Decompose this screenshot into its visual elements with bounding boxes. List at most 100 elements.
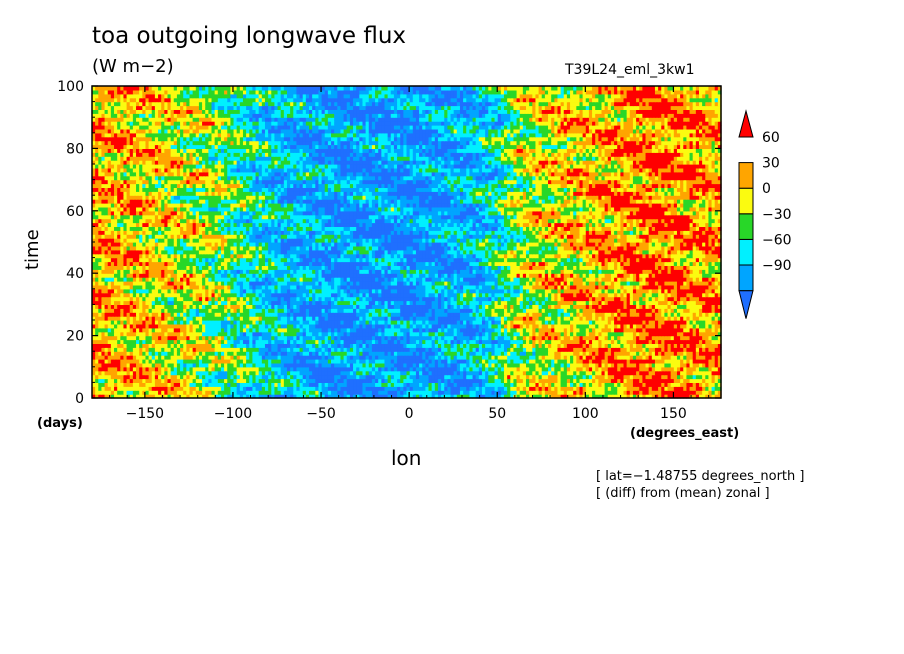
heatmap-cell (368, 382, 373, 387)
heatmap-cell (324, 378, 329, 383)
heatmap-cell (202, 394, 206, 399)
heatmap-cell (551, 374, 555, 380)
heatmap-cell (400, 374, 404, 380)
heatmap-cell (592, 362, 596, 368)
heatmap-cell (469, 370, 474, 376)
heatmap-cell (132, 378, 137, 383)
heatmap-cell (393, 370, 398, 376)
heatmap-cell (158, 362, 162, 368)
heatmap-cell (422, 382, 426, 387)
heatmap-cell (450, 390, 455, 395)
heatmap-cell (441, 378, 445, 383)
heatmap-cell (592, 366, 596, 372)
heatmap-cell (645, 382, 650, 387)
heatmap-cell (136, 390, 140, 395)
heatmap-cell (258, 394, 263, 399)
heatmap-cell (299, 370, 304, 376)
heatmap-cell (151, 374, 156, 380)
heatmap-cell (142, 386, 147, 391)
heatmap-cell (359, 374, 364, 380)
heatmap-cell (148, 390, 153, 395)
heatmap-cell (551, 362, 555, 368)
heatmap-cell (526, 362, 530, 368)
heatmap-cell (211, 394, 216, 399)
heatmap-cell (481, 390, 486, 395)
heatmap-cell (123, 378, 128, 383)
heatmap-cell (375, 386, 379, 391)
heatmap-cell (551, 382, 555, 387)
heatmap-cell (321, 366, 326, 372)
heatmap-cell (494, 386, 499, 391)
heatmap-cell (503, 382, 508, 387)
heatmap-cell (142, 366, 147, 372)
heatmap-cell (258, 390, 263, 395)
heatmap-cell (202, 370, 206, 376)
heatmap-cell (321, 362, 326, 368)
heatmap-cell (456, 382, 461, 387)
heatmap-cell (431, 378, 436, 383)
heatmap-cell (554, 366, 559, 372)
heatmap-cell (711, 366, 716, 372)
heatmap-cell (375, 378, 379, 383)
heatmap-cell (494, 394, 499, 399)
heatmap-cell (604, 378, 609, 383)
heatmap-cell (208, 386, 213, 391)
heatmap-cell (683, 374, 688, 380)
heatmap-cell (227, 374, 231, 380)
heatmap-cell (437, 374, 442, 380)
heatmap-cell (136, 374, 140, 380)
heatmap-cell (309, 370, 313, 376)
heatmap-cell (459, 366, 464, 372)
heatmap-cell (173, 366, 178, 372)
heatmap-cell (588, 382, 593, 387)
heatmap-cell (189, 370, 194, 376)
heatmap-cell (519, 390, 524, 395)
heatmap-cell (378, 362, 382, 368)
heatmap-cell (475, 382, 480, 387)
heatmap-cell (271, 366, 275, 372)
heatmap-cell (472, 370, 477, 376)
heatmap-cell (522, 382, 527, 387)
heatmap-cell (378, 386, 382, 391)
heatmap-cell (101, 386, 106, 391)
heatmap-cell (195, 386, 200, 391)
heatmap-cell (667, 386, 672, 391)
heatmap-cell (161, 374, 165, 380)
heatmap-cell (283, 366, 288, 372)
heatmap-cell (334, 370, 338, 376)
heatmap-cell (242, 390, 247, 395)
heatmap-cell (129, 366, 134, 372)
heatmap-cell (680, 362, 684, 368)
heatmap-cell (409, 382, 414, 387)
heatmap-cell (544, 394, 549, 399)
heatmap-cell (419, 366, 423, 372)
heatmap-cell (519, 386, 524, 391)
heatmap-cell (242, 378, 247, 383)
heatmap-cell (324, 382, 329, 387)
heatmap-cell (236, 370, 241, 376)
heatmap-cell (431, 362, 436, 368)
heatmap-cell (425, 374, 430, 380)
heatmap-cell (532, 378, 537, 383)
heatmap-cell (582, 362, 587, 368)
heatmap-cell (441, 382, 445, 387)
heatmap-cell (151, 370, 156, 376)
heatmap-cell (554, 370, 559, 376)
heatmap-cell (463, 386, 467, 391)
heatmap-cell (173, 386, 178, 391)
heatmap-cell (252, 370, 257, 376)
heatmap-cell (529, 366, 533, 372)
heatmap-cell (384, 382, 389, 387)
heatmap-cell (478, 374, 483, 380)
heatmap-cell (280, 378, 285, 383)
heatmap-cell (331, 366, 335, 372)
heatmap-cell (296, 378, 301, 383)
heatmap-cell (145, 366, 150, 372)
heatmap-cell (636, 390, 640, 395)
heatmap-cell (548, 378, 552, 383)
heatmap-cell (620, 362, 625, 368)
heatmap-cell (434, 370, 439, 376)
heatmap-cell (290, 378, 294, 383)
heatmap-cell (554, 382, 559, 387)
heatmap-cell (513, 390, 518, 395)
